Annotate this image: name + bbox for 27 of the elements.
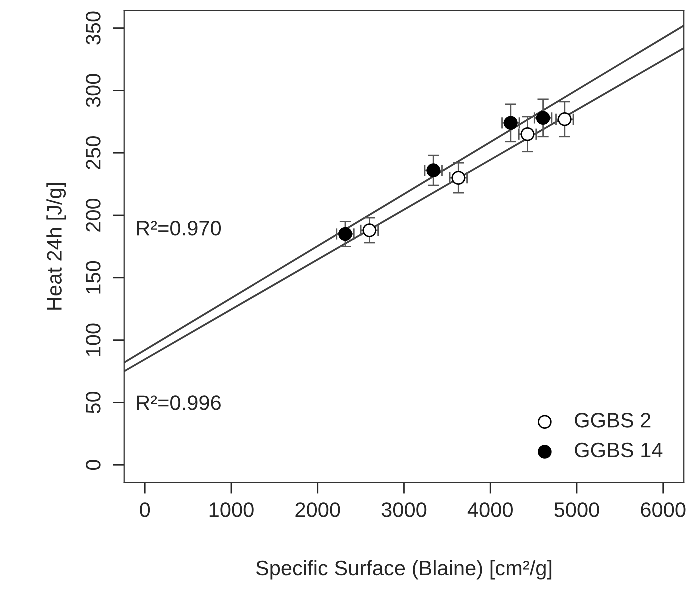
point (362, 224, 377, 238)
x-tick-label: 5000 (554, 502, 600, 518)
x-tick-label: 3000 (382, 502, 427, 518)
point (504, 116, 518, 130)
point (452, 171, 466, 185)
y-tick-label: 150 (86, 261, 101, 294)
x-tick-label: 2000 (296, 502, 340, 518)
point (426, 164, 441, 178)
annotation: R²=0.970 (137, 221, 222, 236)
annotation: R²=0.996 (137, 396, 221, 410)
x-tick-label: 4000 (468, 502, 513, 518)
x-tick-label: 0 (140, 502, 150, 518)
x-tick-label: 1000 (210, 502, 254, 518)
point (558, 112, 572, 126)
x-tick-label: 6000 (641, 502, 686, 518)
y-tick-label: 350 (86, 12, 101, 45)
y-tick-label: 50 (86, 392, 101, 414)
y-tick-label: 200 (86, 198, 101, 232)
x-axis-title: Specific Surface (Blaine) [cm²/g] (256, 560, 552, 580)
y-axis-title: Heat 24h [J/g] (46, 183, 66, 310)
y-tick-label: 300 (86, 74, 101, 108)
y-tick-label: 0 (86, 460, 101, 470)
legend-label: GGBS 14 (575, 442, 663, 458)
y-tick-label: 250 (86, 136, 101, 170)
y-tick-label: 100 (86, 324, 101, 356)
legend-label: GGBS 2 (575, 413, 651, 428)
point (338, 227, 352, 242)
